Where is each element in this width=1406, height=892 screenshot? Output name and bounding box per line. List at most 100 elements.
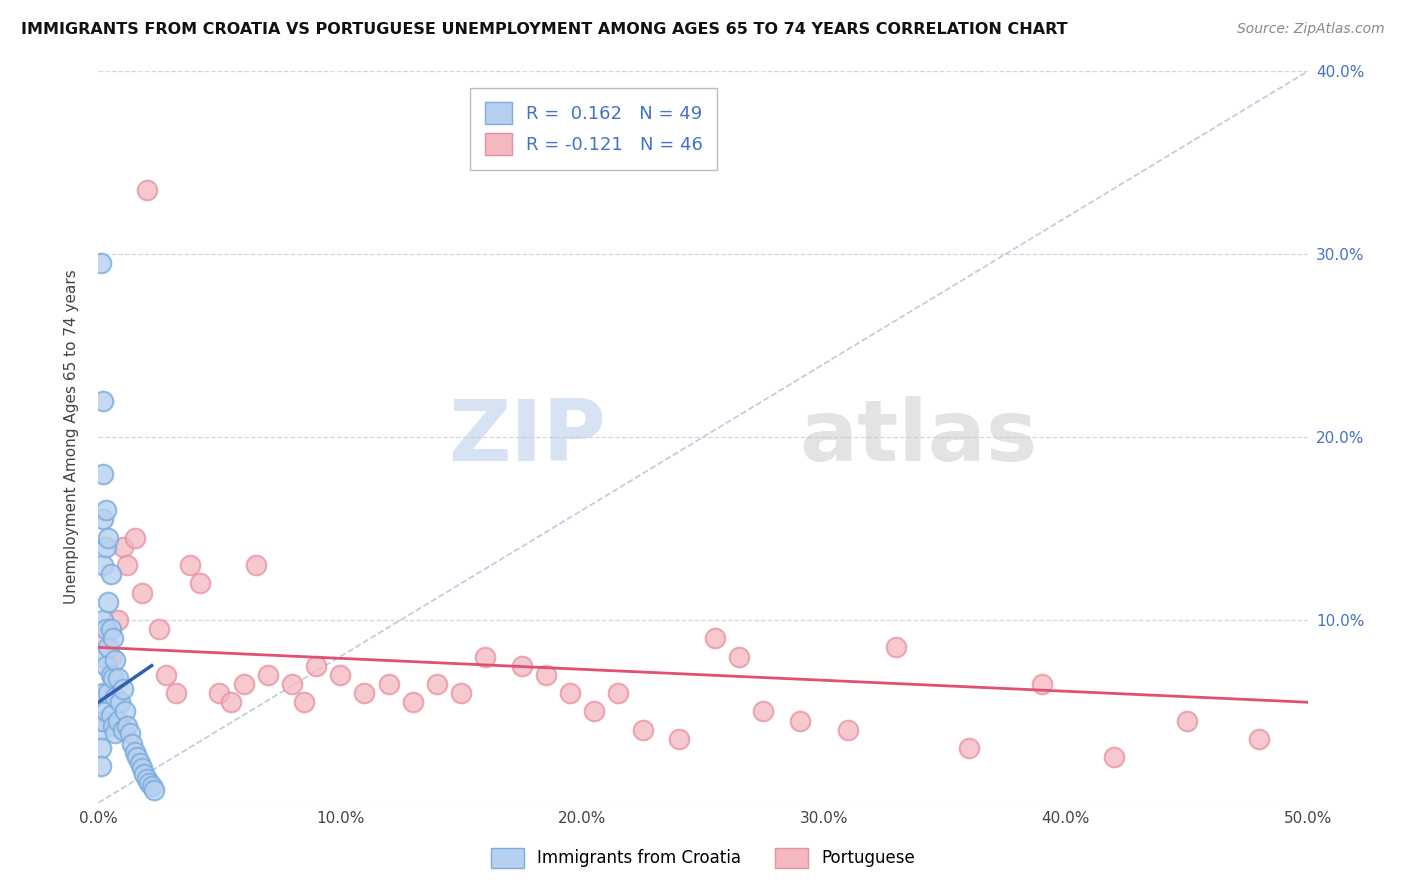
Point <box>91 632 114 646</box>
Point <box>94 622 117 636</box>
Point <box>101 719 124 733</box>
Text: IMMIGRANTS FROM CROATIA VS PORTUGUESE UNEMPLOYMENT AMONG AGES 65 TO 74 YEARS COR: IMMIGRANTS FROM CROATIA VS PORTUGUESE UN… <box>21 22 1067 37</box>
Point <box>886 640 908 655</box>
Legend: Immigrants from Croatia, Portuguese: Immigrants from Croatia, Portuguese <box>484 841 922 875</box>
Point <box>128 756 150 770</box>
Point <box>114 705 136 719</box>
Point <box>704 632 727 646</box>
Point <box>426 677 449 691</box>
Point <box>752 705 775 719</box>
Point <box>450 686 472 700</box>
Point <box>101 632 124 646</box>
Legend: R =  0.162   N = 49, R = -0.121   N = 46: R = 0.162 N = 49, R = -0.121 N = 46 <box>470 87 717 169</box>
Point <box>111 682 134 697</box>
Point <box>111 723 134 737</box>
Point <box>124 531 146 545</box>
Point <box>100 622 122 636</box>
Point <box>97 531 120 545</box>
Point <box>124 745 146 759</box>
Point <box>188 576 211 591</box>
Point <box>100 567 122 582</box>
Point <box>104 726 127 740</box>
Point <box>1175 714 1198 728</box>
Point <box>329 667 352 681</box>
Point <box>91 558 114 573</box>
Point <box>292 695 315 709</box>
Point <box>117 558 139 573</box>
Point <box>141 780 163 794</box>
Point <box>90 723 112 737</box>
Point <box>131 585 153 599</box>
Point <box>118 726 141 740</box>
Point <box>107 714 129 728</box>
Point <box>155 667 177 681</box>
Point <box>100 667 122 681</box>
Point <box>97 640 120 655</box>
Point <box>837 723 859 737</box>
Point <box>97 686 120 700</box>
Point <box>108 695 131 709</box>
Point <box>789 714 811 728</box>
Point <box>107 613 129 627</box>
Point <box>94 503 117 517</box>
Point <box>127 750 149 764</box>
Point <box>101 672 124 686</box>
Point <box>179 558 201 573</box>
Text: Source: ZipAtlas.com: Source: ZipAtlas.com <box>1237 22 1385 37</box>
Point <box>221 695 243 709</box>
Point <box>208 686 231 700</box>
Point <box>1031 677 1053 691</box>
Point <box>117 719 139 733</box>
Point <box>94 658 117 673</box>
Point <box>583 705 606 719</box>
Point <box>631 723 654 737</box>
Point <box>121 737 143 751</box>
Point <box>104 653 127 667</box>
Point <box>353 686 375 700</box>
Point <box>91 613 114 627</box>
Point <box>281 677 304 691</box>
Point <box>91 686 114 700</box>
Point <box>91 467 114 481</box>
Point <box>474 649 496 664</box>
Point <box>1249 731 1271 746</box>
Point <box>100 708 122 723</box>
Point <box>256 667 278 681</box>
Point <box>131 761 153 775</box>
Point <box>91 393 114 408</box>
Point <box>402 695 425 709</box>
Point <box>135 772 157 786</box>
Point <box>1102 750 1125 764</box>
Point <box>90 740 112 755</box>
Point <box>957 740 980 755</box>
Point <box>134 766 156 780</box>
Point <box>94 540 117 554</box>
Text: ZIP: ZIP <box>449 395 606 479</box>
Point <box>97 594 120 608</box>
Point <box>165 686 187 700</box>
Point <box>148 622 170 636</box>
Point <box>104 690 127 704</box>
Point <box>534 667 557 681</box>
Point <box>107 672 129 686</box>
Point <box>111 540 134 554</box>
Point <box>135 183 157 197</box>
Point <box>510 658 533 673</box>
Point <box>232 677 254 691</box>
Point <box>143 783 166 797</box>
Point <box>91 649 114 664</box>
Point <box>305 658 328 673</box>
Point <box>138 775 160 789</box>
Point <box>607 686 630 700</box>
Point <box>90 759 112 773</box>
Point <box>90 256 112 270</box>
Point <box>100 649 122 664</box>
Y-axis label: Unemployment Among Ages 65 to 74 years: Unemployment Among Ages 65 to 74 years <box>65 269 79 605</box>
Point <box>91 512 114 526</box>
Point <box>558 686 581 700</box>
Point <box>377 677 399 691</box>
Point <box>94 705 117 719</box>
Text: atlas: atlas <box>800 395 1038 479</box>
Point <box>668 731 690 746</box>
Point <box>728 649 751 664</box>
